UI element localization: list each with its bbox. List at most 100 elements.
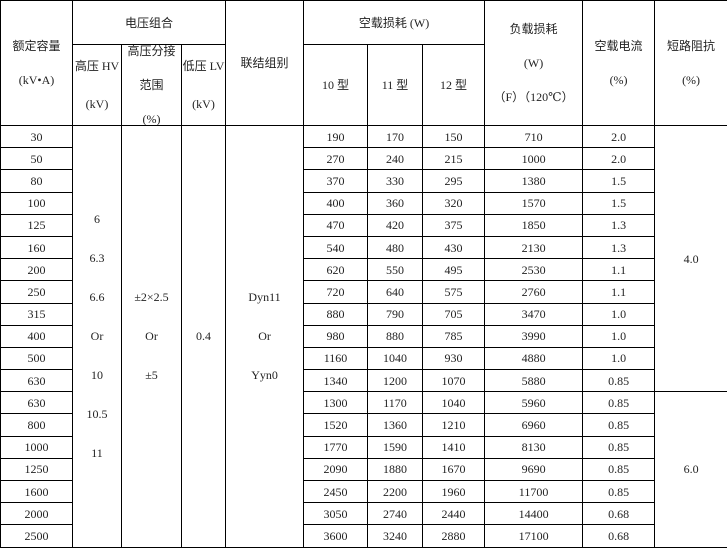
cell-type10-loss: 470	[304, 214, 368, 236]
cell-no-load-current: 1.1	[583, 259, 655, 281]
header-no-load-current: 空载电流 (%)	[583, 1, 655, 126]
cell-capacity: 400	[1, 325, 73, 347]
cell-load-loss: 1380	[485, 170, 583, 192]
cell-type10-loss: 1160	[304, 347, 368, 369]
cell-type11-loss: 360	[368, 192, 423, 214]
cell-hv-line: 6.3	[73, 239, 121, 278]
header-text: 低压 LV	[182, 60, 225, 72]
cell-capacity: 160	[1, 236, 73, 258]
cell-type11-loss: 1170	[368, 392, 423, 414]
cell-capacity: 800	[1, 414, 73, 436]
header-unit: (kV)	[182, 98, 225, 110]
cell-load-loss: 1570	[485, 192, 583, 214]
cell-capacity: 250	[1, 281, 73, 303]
cell-hv-line: 11	[73, 434, 121, 473]
cell-load-loss: 710	[485, 126, 583, 148]
cell-capacity: 315	[1, 303, 73, 325]
cell-load-loss: 11700	[485, 481, 583, 503]
cell-type12-loss: 705	[423, 303, 485, 325]
header-connection: 联结组别	[226, 1, 304, 126]
cell-load-loss: 3470	[485, 303, 583, 325]
cell-no-load-current: 1.0	[583, 303, 655, 325]
cell-capacity: 630	[1, 370, 73, 392]
cell-type12-loss: 2440	[423, 503, 485, 525]
cell-no-load-current: 0.68	[583, 525, 655, 547]
cell-connection-line: Dyn11	[226, 278, 303, 317]
header-impedance: 短路阻抗 (%)	[655, 1, 727, 126]
header-unit: (W)	[485, 57, 582, 69]
header-text: 范围	[122, 79, 181, 91]
cell-type11-loss: 1590	[368, 436, 423, 458]
cell-tap-line: ±2×2.5	[122, 278, 181, 317]
cell-capacity: 125	[1, 214, 73, 236]
cell-capacity: 1000	[1, 436, 73, 458]
cell-capacity: 500	[1, 347, 73, 369]
cell-type11-loss: 880	[368, 325, 423, 347]
cell-type12-loss: 215	[423, 148, 485, 170]
header-unit: (%)	[122, 113, 181, 125]
cell-no-load-current: 0.85	[583, 436, 655, 458]
cell-no-load-current: 1.3	[583, 236, 655, 258]
cell-capacity: 2500	[1, 525, 73, 547]
cell-capacity: 630	[1, 392, 73, 414]
cell-no-load-current: 0.85	[583, 481, 655, 503]
cell-type11-loss: 420	[368, 214, 423, 236]
cell-no-load-current: 1.5	[583, 192, 655, 214]
cell-no-load-current: 2.0	[583, 126, 655, 148]
cell-type11-loss: 1880	[368, 458, 423, 480]
cell-no-load-current: 1.3	[583, 214, 655, 236]
cell-type12-loss: 1040	[423, 392, 485, 414]
cell-type12-loss: 785	[423, 325, 485, 347]
cell-type11-loss: 1360	[368, 414, 423, 436]
header-hv: 高压 HV (kV)	[73, 45, 122, 126]
cell-capacity: 50	[1, 148, 73, 170]
cell-type11-loss: 640	[368, 281, 423, 303]
cell-type11-loss: 2200	[368, 481, 423, 503]
cell-load-loss: 2760	[485, 281, 583, 303]
cell-type10-loss: 2090	[304, 458, 368, 480]
cell-type11-loss: 1200	[368, 370, 423, 392]
header-no-load-loss: 空载损耗 (W)	[304, 1, 485, 45]
cell-no-load-current: 0.68	[583, 503, 655, 525]
header-voltage-group: 电压组合	[73, 1, 226, 45]
cell-load-loss: 1850	[485, 214, 583, 236]
cell-load-loss: 5880	[485, 370, 583, 392]
cell-type11-loss: 790	[368, 303, 423, 325]
cell-type12-loss: 430	[423, 236, 485, 258]
cell-type12-loss: 1210	[423, 414, 485, 436]
cell-capacity: 200	[1, 259, 73, 281]
cell-connection-line: Or	[226, 317, 303, 356]
cell-type10-loss: 1770	[304, 436, 368, 458]
header-unit: (kV)	[73, 98, 121, 110]
cell-type12-loss: 150	[423, 126, 485, 148]
header-text: 空载电流	[583, 40, 654, 52]
cell-type11-loss: 1040	[368, 347, 423, 369]
cell-no-load-current: 0.85	[583, 458, 655, 480]
cell-tap-line: Or	[122, 317, 181, 356]
cell-capacity: 100	[1, 192, 73, 214]
cell-type11-loss: 170	[368, 126, 423, 148]
cell-type12-loss: 295	[423, 170, 485, 192]
cell-no-load-current: 1.0	[583, 325, 655, 347]
header-unit: (kV•A)	[1, 74, 72, 86]
header-text: 额定容量	[1, 40, 72, 52]
cell-type11-loss: 480	[368, 236, 423, 258]
cell-type10-loss: 540	[304, 236, 368, 258]
cell-type12-loss: 1670	[423, 458, 485, 480]
cell-load-loss: 2130	[485, 236, 583, 258]
cell-type11-loss: 330	[368, 170, 423, 192]
cell-type10-loss: 270	[304, 148, 368, 170]
cell-type12-loss: 1070	[423, 370, 485, 392]
header-type-10: 10 型	[304, 45, 368, 126]
cell-type12-loss: 375	[423, 214, 485, 236]
cell-type10-loss: 980	[304, 325, 368, 347]
cell-load-loss: 17100	[485, 525, 583, 547]
cell-connection-line: Yyn0	[226, 356, 303, 395]
cell-no-load-current: 0.85	[583, 370, 655, 392]
cell-load-loss: 5960	[485, 392, 583, 414]
cell-hv-line: Or	[73, 317, 121, 356]
cell-load-loss: 2530	[485, 259, 583, 281]
